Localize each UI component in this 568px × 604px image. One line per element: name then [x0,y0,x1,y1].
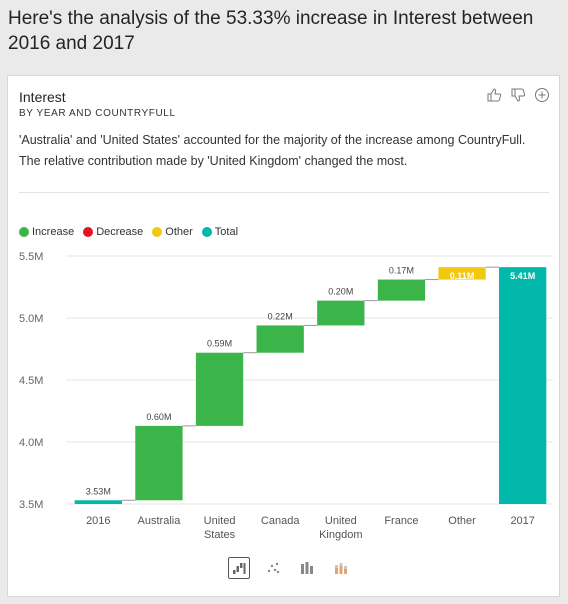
chart-legend: Increase Decrease Other Total [19,226,238,238]
insight-card: Interest BY YEAR AND COUNTRYFULL 'Austra… [7,75,560,597]
data-label: 0.17M [389,266,414,276]
legend-label: Other [165,226,193,238]
x-tick-label: 2017 [510,515,534,527]
scatter-chart-icon[interactable] [262,557,284,579]
bar-total [74,500,122,504]
y-tick-label: 5.0M [19,313,43,325]
bar-increase [135,425,183,501]
data-label: 0.59M [207,339,232,349]
card-title: Interest [19,89,66,105]
bar-total [499,267,547,504]
bar-other [438,267,486,280]
thumbs-down-icon[interactable] [509,86,527,104]
bar-increase [377,279,426,301]
divider [19,192,549,193]
x-tick-label: Kingdom [319,529,362,541]
data-label: 3.53M [86,486,111,496]
thumbs-up-icon[interactable] [485,86,503,104]
y-tick-label: 5.5M [19,251,43,263]
column-chart-icon[interactable] [296,557,318,579]
waterfall-chart-icon[interactable] [228,557,250,579]
insight-headline: Here's the analysis of the 53.33% increa… [8,8,534,54]
legend-item-total[interactable]: Total [201,226,239,238]
x-tick-label: France [384,515,418,527]
legend-label: Total [214,226,239,238]
add-icon[interactable] [533,86,551,104]
x-tick-label: Canada [261,515,300,527]
bar-increase [317,300,365,326]
chart-type-toolbar [228,557,352,579]
data-label: 5.41M [510,271,535,281]
data-label: 0.20M [328,287,353,297]
legend-item-increase[interactable]: Increase [19,226,74,238]
bar-increase [256,325,304,353]
y-tick-label: 3.5M [19,499,43,511]
x-tick-label: States [204,529,236,541]
legend-item-other[interactable]: Other [152,226,193,238]
legend-swatch [83,227,94,237]
x-tick-label: 2016 [86,515,110,527]
y-tick-label: 4.0M [19,437,43,449]
legend-swatch [152,227,163,237]
waterfall-chart: 3.5M 4.0M 4.5M 5.0M 5.5M 3.53M 2016 0.60M Austra… [19,251,553,541]
x-tick-label: Other [448,515,476,527]
legend-item-decrease[interactable]: Decrease [83,226,143,238]
card-actions [485,86,551,104]
insight-description: 'Australia' and 'United States' accounte… [19,133,526,168]
data-label: 0.22M [268,311,293,321]
bar-increase [195,352,244,426]
stacked-chart-icon[interactable] [330,557,352,579]
legend-label: Decrease [96,226,144,238]
x-tick-label: United [325,515,357,527]
y-tick-label: 4.5M [19,375,43,387]
x-tick-label: Australia [138,515,182,527]
legend-swatch [201,227,212,237]
legend-swatch [19,227,29,237]
x-tick-label: United [204,515,236,527]
data-label: 0.11M [450,271,475,281]
legend-label: Increase [32,226,75,238]
card-subtitle: BY YEAR AND COUNTRYFULL [19,108,176,119]
data-label: 0.60M [146,412,171,422]
